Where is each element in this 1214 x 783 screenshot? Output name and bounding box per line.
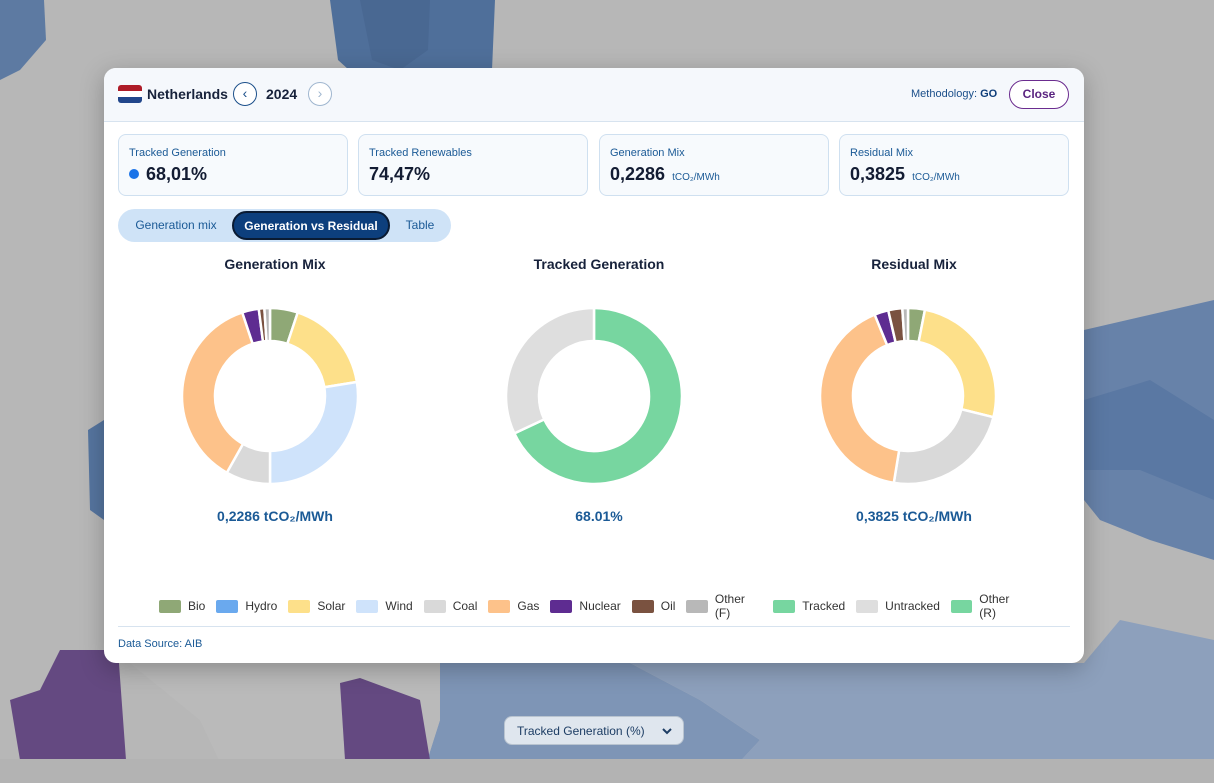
legend-item-hydro[interactable]: Hydro bbox=[216, 592, 277, 620]
card-value-text: 68,01% bbox=[146, 164, 208, 184]
legend-label: Bio bbox=[188, 599, 206, 613]
modal-header: Netherlands ‹ 2024 › Methodology: GO Clo… bbox=[104, 68, 1084, 122]
tab-generation-mix[interactable]: Generation mix bbox=[135, 218, 217, 232]
card-value: 0,2286 tCO₂/MWh bbox=[610, 164, 720, 185]
donut-slice-tracked[interactable] bbox=[513, 306, 684, 486]
legend-item-gas[interactable]: Gas bbox=[488, 592, 539, 620]
donut-slice-untracked[interactable] bbox=[504, 306, 596, 435]
chart-title-tracked-generation: Tracked Generation bbox=[533, 256, 665, 272]
country-detail-modal: Netherlands ‹ 2024 › Methodology: GO Clo… bbox=[104, 68, 1084, 663]
view-tabs: Generation mix Generation vs Residual Ta… bbox=[118, 209, 451, 242]
previous-year-button[interactable]: ‹ bbox=[233, 82, 257, 106]
data-source: Data Source: AIB bbox=[118, 638, 203, 650]
generation-mix-card: Generation Mix 0,2286 tCO₂/MWh bbox=[599, 134, 829, 196]
close-button[interactable]: Close bbox=[1009, 80, 1069, 109]
card-value: 74,47% bbox=[369, 164, 431, 184]
legend-item-other-r[interactable]: Other (R) bbox=[950, 592, 1028, 620]
donut-slice-solar[interactable] bbox=[917, 308, 998, 419]
legend-item-other-f[interactable]: Other (F) bbox=[686, 592, 762, 620]
legend-item-bio[interactable]: Bio bbox=[159, 592, 205, 620]
residual-mix-card: Residual Mix 0,3825 tCO₂/MWh bbox=[839, 134, 1069, 196]
legend-swatch bbox=[159, 599, 181, 613]
map-metric-select[interactable]: Tracked Generation (%) bbox=[504, 716, 684, 745]
selected-year: 2024 bbox=[266, 86, 298, 102]
card-value-text: 0,2286 bbox=[610, 164, 666, 184]
country-name: Netherlands bbox=[147, 86, 228, 102]
methodology-value: GO bbox=[980, 88, 998, 100]
card-value: 0,3825 tCO₂/MWh bbox=[850, 164, 960, 185]
residual-mix-donut[interactable] bbox=[818, 306, 998, 486]
legend-item-tracked[interactable]: Tracked bbox=[773, 592, 845, 620]
tracked-generation-percent: 68.01% bbox=[575, 508, 623, 524]
chevron-down-icon bbox=[662, 727, 672, 734]
legend-item-oil[interactable]: Oil bbox=[631, 592, 676, 620]
footer-divider bbox=[118, 626, 1070, 627]
donut-slice-gas[interactable] bbox=[180, 311, 254, 474]
methodology-text: Methodology: bbox=[911, 88, 978, 100]
generation-mix-intensity: 0,2286 tCO₂/MWh bbox=[217, 508, 333, 524]
legend-swatch bbox=[216, 599, 239, 613]
legend-label: Tracked bbox=[802, 599, 846, 613]
netherlands-flag-icon bbox=[118, 85, 142, 103]
legend-swatch bbox=[686, 599, 708, 613]
card-value-text: 0,3825 bbox=[850, 164, 906, 184]
donut-slice-gas[interactable] bbox=[818, 313, 901, 485]
legend-swatch bbox=[631, 599, 654, 613]
legend-swatch bbox=[950, 599, 973, 613]
donut-slice-solar[interactable] bbox=[286, 311, 359, 389]
legend-swatch bbox=[356, 599, 379, 613]
tracked-generation-donut[interactable] bbox=[504, 306, 684, 486]
card-unit: tCO₂/MWh bbox=[672, 172, 720, 183]
donut-slice-other-f[interactable] bbox=[901, 306, 910, 343]
legend-label: Untracked bbox=[885, 599, 940, 613]
legend-swatch bbox=[288, 599, 311, 613]
methodology-label: Methodology: GO bbox=[911, 88, 997, 100]
legend-swatch bbox=[488, 599, 511, 613]
legend-item-solar[interactable]: Solar bbox=[288, 592, 345, 620]
card-label: Residual Mix bbox=[850, 147, 913, 159]
next-year-button[interactable]: › bbox=[308, 82, 332, 106]
legend-item-coal[interactable]: Coal bbox=[423, 592, 478, 620]
card-unit: tCO₂/MWh bbox=[912, 172, 960, 183]
donut-slice-wind[interactable] bbox=[268, 380, 360, 486]
legend-item-wind[interactable]: Wind bbox=[356, 592, 413, 620]
card-label: Tracked Generation bbox=[129, 147, 226, 159]
chart-title-residual-mix: Residual Mix bbox=[871, 256, 957, 272]
legend-label: Oil bbox=[660, 599, 676, 613]
legend-label: Gas bbox=[517, 599, 540, 613]
legend-label: Nuclear bbox=[579, 599, 621, 613]
card-label: Generation Mix bbox=[610, 147, 685, 159]
legend-swatch bbox=[856, 599, 879, 613]
card-label: Tracked Renewables bbox=[369, 147, 472, 159]
legend-swatch bbox=[423, 599, 446, 613]
legend-label: Solar bbox=[317, 599, 346, 613]
donut-slice-coal[interactable] bbox=[892, 407, 995, 486]
legend-item-nuclear[interactable]: Nuclear bbox=[550, 592, 621, 620]
legend-label: Other (R) bbox=[979, 592, 1010, 620]
status-dot-icon bbox=[129, 169, 139, 179]
legend-label: Coal bbox=[452, 599, 478, 613]
donut-slice-other-f[interactable] bbox=[263, 306, 272, 343]
tab-generation-vs-residual[interactable]: Generation vs Residual bbox=[232, 211, 390, 240]
legend-label: Wind bbox=[385, 599, 413, 613]
chart-legend: Bio Hydro Solar Wind Coal Gas Nuclear Oil Other … bbox=[159, 592, 1039, 620]
legend-swatch bbox=[550, 599, 573, 613]
tab-table[interactable]: Table bbox=[405, 218, 435, 232]
legend-label: Other (F) bbox=[714, 592, 745, 620]
legend-label: Hydro bbox=[245, 599, 278, 613]
legend-item-untracked[interactable]: Untracked bbox=[856, 592, 940, 620]
tracked-renewables-card: Tracked Renewables 74,47% bbox=[358, 134, 588, 196]
chart-title-generation-mix: Generation Mix bbox=[224, 256, 326, 272]
residual-mix-intensity: 0,3825 tCO₂/MWh bbox=[856, 508, 972, 524]
tracked-generation-card: Tracked Generation 68,01% bbox=[118, 134, 348, 196]
card-value: 68,01% bbox=[129, 164, 207, 185]
map-metric-select-value: Tracked Generation (%) bbox=[517, 723, 645, 738]
legend-swatch bbox=[773, 599, 796, 613]
generation-mix-donut[interactable] bbox=[180, 306, 360, 486]
